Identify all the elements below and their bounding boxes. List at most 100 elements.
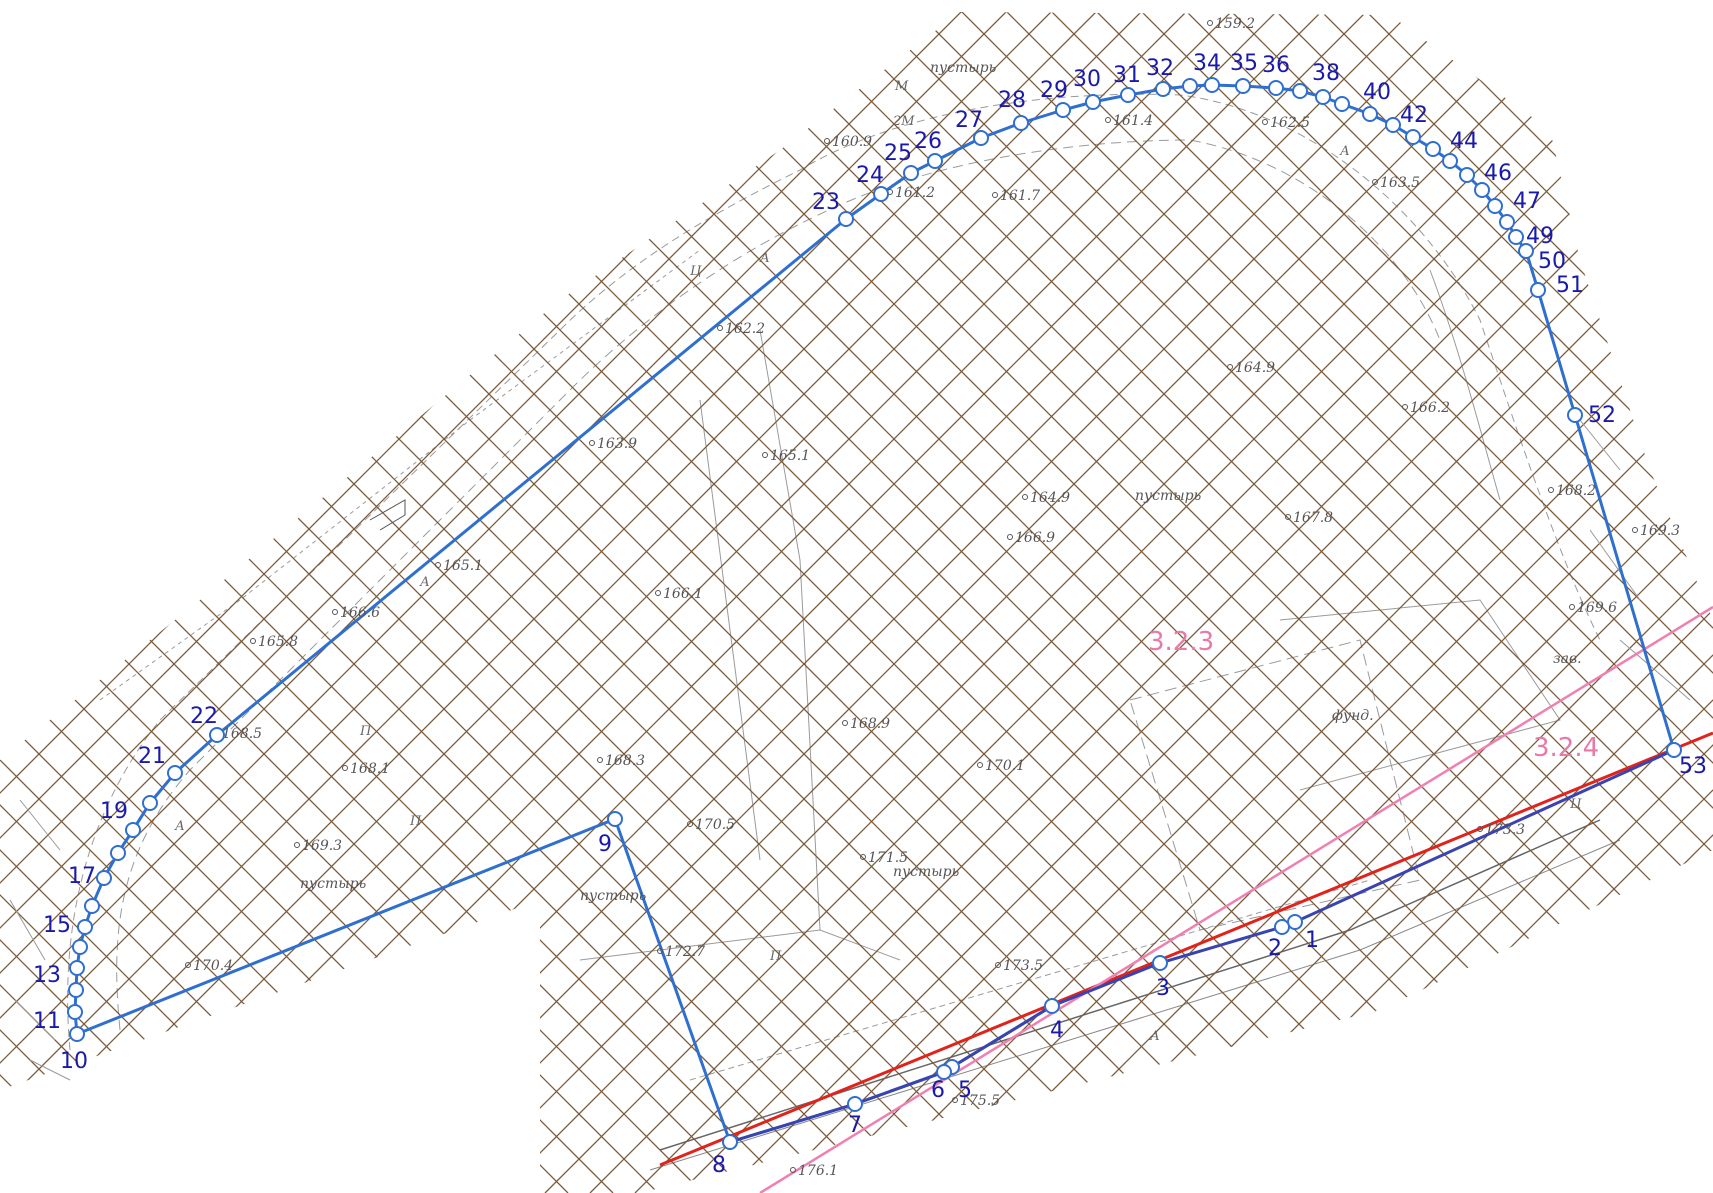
elevation-mark-29: 169.3 (1640, 523, 1680, 539)
boundary-point-46-marker (1474, 182, 1490, 198)
boundary-point-47-marker (1487, 198, 1503, 214)
boundary-point-36-marker (1268, 80, 1284, 96)
boundary-point-32-label: 32 (1146, 56, 1174, 81)
elevation-mark-2: 160.9 (832, 134, 872, 150)
boundary-point-17-marker (96, 870, 112, 886)
wasteland-label-4: пустырь (580, 888, 646, 904)
wasteland-label-1: пустырь (930, 60, 996, 76)
boundary-point-43-marker (1425, 141, 1441, 157)
map-marks: А А А А А Ц Ц П П П М 2М (174, 79, 1582, 1044)
boundary-point-20-marker (142, 795, 158, 811)
boundary-point-48-marker (1499, 214, 1515, 230)
boundary-point-51-marker (1530, 282, 1546, 298)
boundary-point-10-marker (69, 1026, 85, 1042)
wasteland-label-3: пустырь (300, 876, 366, 892)
boundary-point-25-marker (903, 165, 919, 181)
elevation-mark-11: 164.9 (1030, 490, 1070, 506)
mark-p-3: П (359, 724, 372, 739)
elevation-mark-8: 162.2 (725, 321, 765, 337)
elevation-mark-33: 170.4 (193, 958, 233, 974)
elevation-mark-26: 170.1 (985, 758, 1025, 774)
edge-detail (9, 419, 1691, 1081)
terrain-labels: пустырь пустырь пустырь пустырь пустырь … (300, 60, 1582, 904)
elevation-mark-1: 159.2 (1215, 16, 1255, 32)
elevation-mark-6: 161.7 (1000, 188, 1040, 204)
boundary-point-29-label: 29 (1040, 78, 1068, 103)
elevation-mark-34: 173.5 (1003, 958, 1043, 974)
mark-ts-1: Ц (690, 264, 702, 279)
boundary-point-52-marker (1567, 407, 1583, 423)
boundary-point-30-marker (1085, 94, 1101, 110)
boundary-point-40-label: 40 (1363, 80, 1391, 105)
boundary-point-50-label: 50 (1538, 249, 1566, 274)
plant-label: зав. (1553, 651, 1582, 667)
mark-a-1: А (759, 251, 770, 266)
boundary-point-11-marker (67, 1004, 83, 1020)
boundary-point-30-label: 30 (1073, 67, 1101, 92)
boundary-point-16-marker (84, 898, 100, 914)
elevation-mark-21: 168.1 (350, 761, 390, 777)
elevation-mark-19: 166.1 (663, 586, 703, 602)
mark-a-2: А (1339, 144, 1350, 159)
boundary-point-2-label: 2 (1268, 936, 1282, 961)
elevation-mark-13: 163.9 (597, 436, 637, 452)
boundary-point-39-marker (1334, 96, 1350, 112)
elevation-mark-17: 166.9 (1015, 530, 1055, 546)
boundary-point-15-marker (77, 919, 93, 935)
boundary-point-41-marker (1385, 117, 1401, 133)
boundary-point-12-marker (68, 982, 84, 998)
boundary-point-15-label: 15 (43, 913, 71, 938)
boundary-point-46-label: 46 (1484, 161, 1512, 186)
boundary-point-7-marker (847, 1096, 863, 1112)
wasteland-label-2: пустырь (1135, 488, 1201, 504)
boundary-point-23-marker (838, 211, 854, 227)
boundary-point-9-marker (607, 811, 623, 827)
elevation-mark-3: 161.4 (1113, 113, 1153, 129)
boundary-point-53-label: 53 (1679, 754, 1707, 779)
boundary-point-19-marker (125, 822, 141, 838)
boundary-point-35-marker (1235, 78, 1251, 94)
elevation-mark-28: 169.6 (1577, 600, 1617, 616)
boundary-point-29-marker (1055, 102, 1071, 118)
boundary-point-34-label: 34 (1193, 51, 1221, 76)
boundary-point-2-marker (1274, 919, 1290, 935)
boundary-point-13-label: 13 (33, 963, 61, 988)
elevation-mark-36: 176.1 (798, 1163, 838, 1179)
boundary-point-31-label: 31 (1113, 63, 1141, 88)
boundary-point-8-label: 8 (712, 1153, 726, 1178)
boundary-point-22-label: 22 (190, 704, 218, 729)
mark-p-2: П (409, 814, 422, 829)
mark-p-1: П (769, 949, 782, 964)
elevation-mark-10: 165.1 (770, 448, 810, 464)
boundary-point-17-label: 17 (68, 864, 96, 889)
boundary-point-9-label: 9 (598, 832, 612, 857)
boundary-point-24-label: 24 (856, 163, 884, 188)
elevation-mark-15: 166.6 (340, 605, 380, 621)
boundary-point-35-label: 35 (1230, 51, 1258, 76)
boundary-point-19-label: 19 (100, 799, 128, 824)
boundary-point-47-label: 47 (1513, 189, 1541, 214)
boundary-point-51-label: 51 (1556, 273, 1584, 298)
boundary-point-44-marker (1442, 153, 1458, 169)
boundary-point-24-marker (873, 186, 889, 202)
boundary-point-53-marker (1666, 742, 1682, 758)
elevation-mark-30: 171.5 (868, 850, 908, 866)
elevation-mark-20: 168.5 (222, 726, 262, 742)
boundary-point-45-marker (1459, 167, 1475, 183)
boundary-point-27-label: 27 (955, 108, 983, 133)
boundary-point-34-marker (1204, 77, 1220, 93)
boundary-point-5-label: 5 (958, 1078, 972, 1103)
elevation-mark-9: 164.9 (1235, 360, 1275, 376)
mark-a-5: А (174, 819, 185, 834)
elevation-mark-7: 163.5 (1380, 175, 1420, 191)
elevation-mark-5: 161.2 (895, 185, 935, 201)
boundary-point-52-label: 52 (1588, 403, 1616, 428)
boundary-point-22-marker (209, 727, 225, 743)
boundary-point-38-marker (1315, 89, 1331, 105)
boundary-point-7-label: 7 (848, 1113, 862, 1138)
boundary-point-49-marker (1508, 229, 1524, 245)
elevation-mark-32: 172.7 (665, 944, 705, 960)
boundary-point-50-marker (1518, 243, 1534, 259)
boundary-point-26-label: 26 (914, 129, 942, 154)
